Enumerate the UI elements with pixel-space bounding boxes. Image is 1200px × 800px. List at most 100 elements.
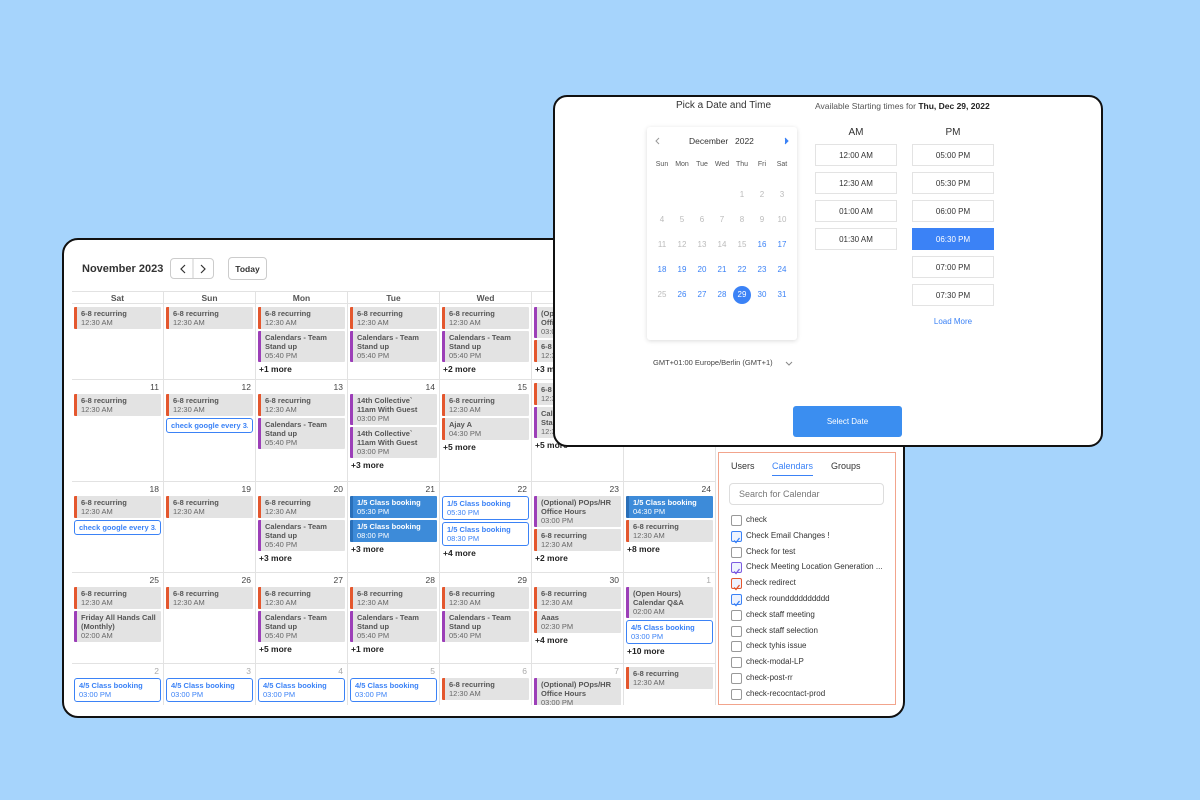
nav-buttons[interactable] (170, 258, 214, 279)
calendar-option[interactable]: check-post-rr (746, 673, 793, 682)
load-more[interactable]: Load More (933, 317, 973, 326)
event[interactable]: Calendars - Team Stand up 05:40 PM (350, 611, 437, 642)
event[interactable]: 14th Collective` 11am With Guest 03:00 PM (350, 394, 437, 425)
time-slot[interactable]: 12:30 AM (815, 172, 897, 194)
more-link[interactable]: +3 more (351, 544, 384, 554)
event[interactable]: (Open Hours) Calendar Q&A 02:00 AM (626, 587, 713, 618)
calendar-option[interactable]: Check Meeting Location Generation ... (746, 562, 883, 572)
checkbox[interactable] (731, 673, 742, 684)
more-link[interactable]: +4 more (535, 635, 568, 645)
event[interactable]: Calendars - Team Stand up 05:40 PM (442, 611, 529, 642)
more-link[interactable]: +2 more (535, 553, 568, 563)
tab[interactable]: Groups (831, 461, 861, 471)
event[interactable]: check google every 3... (74, 520, 161, 535)
calendar-option[interactable]: check tyhis issue (746, 641, 807, 651)
time-slot[interactable]: 06:00 PM (912, 200, 994, 222)
event[interactable]: Calendars - Team Stand up 05:40 PM (258, 331, 345, 362)
calendar-option[interactable]: Check Email Changes ! (746, 530, 830, 540)
checkbox[interactable] (731, 546, 742, 558)
calendar-option[interactable]: check roundddddddddd (746, 594, 830, 603)
more-link[interactable]: +5 more (535, 440, 568, 450)
checkbox[interactable] (731, 625, 742, 637)
calendar-option[interactable]: Check for test (746, 546, 796, 556)
more-link[interactable]: +3 more (259, 553, 292, 563)
more-link[interactable]: +1 more (351, 644, 384, 654)
checkbox[interactable] (731, 530, 742, 544)
calendar-option[interactable]: check-modal-LP (746, 657, 804, 667)
tab[interactable]: Users (731, 461, 755, 471)
more-link[interactable]: +4 more (443, 548, 476, 558)
time-slot[interactable]: 05:30 PM (912, 172, 994, 194)
date[interactable]: 18 (657, 265, 667, 274)
date[interactable]: 30 (757, 290, 767, 299)
checkbox[interactable] (731, 641, 742, 653)
event[interactable]: 14th Collective` 11am With Guest 03:00 PM (350, 427, 437, 458)
event[interactable]: 1/5 Class booking 05:30 PM (442, 496, 529, 520)
event[interactable]: 4/5 Class booking 03:00 PM (166, 678, 253, 702)
timezone[interactable]: GMT+01:00 Europe/Berlin (GMT+1) (653, 358, 773, 367)
event[interactable]: Ajay A 04:30 PM (442, 418, 529, 440)
event[interactable]: Calendars - Team Stand up 05:40 PM (258, 520, 345, 551)
date[interactable]: 24 (777, 265, 787, 274)
search-input[interactable]: Search for Calendar (729, 483, 884, 505)
more-link[interactable]: +5 more (443, 442, 476, 452)
prev-month[interactable] (655, 137, 661, 145)
date[interactable]: 17 (777, 240, 787, 249)
date[interactable]: 22 (737, 265, 747, 274)
checkbox[interactable] (731, 688, 742, 700)
event[interactable]: 4/5 Class booking 03:00 PM (350, 678, 437, 702)
more-link[interactable]: +3 more (535, 364, 568, 374)
calendar-option[interactable]: check staff selection (746, 625, 818, 635)
time-slot[interactable]: 07:00 PM (912, 256, 994, 278)
checkbox[interactable] (731, 515, 742, 526)
checkbox[interactable] (731, 657, 742, 669)
event[interactable]: 4/5 Class booking 03:00 PM (626, 620, 713, 644)
event[interactable]: Calendars - Team Stand up 05:40 PM (258, 611, 345, 642)
event[interactable]: 1/5 Class booking 08:30 PM (442, 522, 529, 546)
checkbox[interactable] (731, 562, 742, 575)
calendar-option[interactable]: check staff meeting (746, 609, 815, 619)
date[interactable]: 29 (733, 286, 751, 304)
event[interactable]: Friday All Hands Call (Monthly) 02:00 AM (74, 611, 161, 642)
time-slot[interactable]: 05:00 PM (912, 144, 994, 166)
today-button[interactable]: Today (228, 257, 267, 280)
date[interactable]: 19 (677, 265, 687, 274)
date[interactable]: 16 (757, 240, 767, 249)
date[interactable]: 23 (757, 265, 767, 274)
date[interactable]: 31 (777, 290, 787, 299)
date[interactable]: 20 (697, 265, 707, 274)
more-link[interactable]: +10 more (627, 646, 665, 656)
event[interactable]: 4/5 Class booking 03:00 PM (258, 678, 345, 702)
time-slot[interactable]: 01:00 AM (815, 200, 897, 222)
event[interactable]: Aaas 02:30 PM (534, 611, 621, 633)
more-link[interactable]: +1 more (259, 364, 292, 374)
checkbox[interactable] (731, 594, 742, 607)
checkbox[interactable] (731, 578, 742, 591)
select-date-button[interactable]: Select Date (793, 406, 902, 437)
time-slot[interactable]: 07:30 PM (912, 284, 994, 306)
more-link[interactable]: +5 more (259, 644, 292, 654)
event[interactable]: check google every 3... (166, 418, 253, 433)
date[interactable]: 27 (697, 290, 707, 299)
more-link[interactable]: +2 more (443, 364, 476, 374)
calendar-option[interactable]: check (746, 515, 767, 524)
